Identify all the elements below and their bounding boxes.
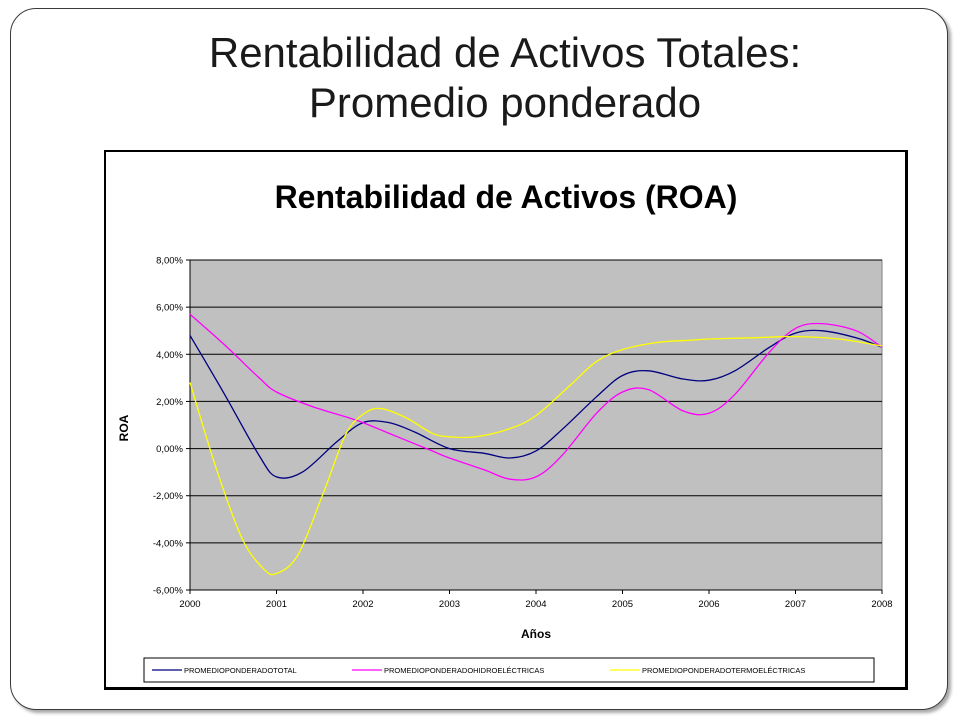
x-tick-label: 2004 xyxy=(525,599,546,610)
x-tick-label: 2002 xyxy=(352,599,373,610)
gridlines xyxy=(190,259,882,591)
y-tick-label: 6,00% xyxy=(156,303,183,314)
x-tick-label: 2008 xyxy=(871,599,892,610)
legend-box xyxy=(143,657,875,683)
legend-label-2: PROMEDIOPONDERADOHIDROELÉCTRICAS xyxy=(384,666,544,675)
y-tick-label: 0,00% xyxy=(156,444,183,455)
y-tick-label: 8,00% xyxy=(156,256,183,267)
x-tick-label: 2006 xyxy=(698,599,719,610)
series-line-3 xyxy=(189,335,883,576)
x-tick-label: 2007 xyxy=(785,599,806,610)
legend: PROMEDIOPONDERADOTOTAL PROMEDIOPONDERADOH… xyxy=(143,657,875,683)
legend-label-1: PROMEDIOPONDERADOTOTAL xyxy=(184,666,297,675)
axes: 8,00% 6,00% 4,00% 2,00% 0,00% -2,00% -4,00% -6,… xyxy=(153,256,893,611)
slide-title: Rentabilidad de Activos Totales: Promedi… xyxy=(0,28,960,128)
y-tick-label: -6,00% xyxy=(153,586,184,597)
y-tick-label: -4,00% xyxy=(153,538,184,549)
series-lines xyxy=(189,313,883,576)
chart-title: Rentabilidad de Activos (ROA) xyxy=(275,179,738,215)
y-tick-label: -2,00% xyxy=(153,491,184,502)
x-tick-label: 2000 xyxy=(179,599,200,610)
x-axis-label: Años xyxy=(521,627,551,641)
slide-title-line-1: Rentabilidad de Activos Totales: xyxy=(208,29,802,76)
chart-area: Rentabilidad de Activos (ROA) 8,00% 6,00%… xyxy=(104,150,908,690)
x-tick-label: 2001 xyxy=(266,599,287,610)
slide-title-line-2: Promedio ponderado xyxy=(308,79,702,126)
series-line-2 xyxy=(189,313,883,481)
y-axis-label: ROA xyxy=(117,414,131,441)
roa-line-chart: Rentabilidad de Activos (ROA) 8,00% 6,00%… xyxy=(117,179,893,683)
plot-area xyxy=(189,259,883,591)
legend-label-3: PROMEDIOPONDERADOTERMOELÉCTRICAS xyxy=(642,666,805,675)
series-line-1 xyxy=(189,329,883,479)
y-tick-label: 2,00% xyxy=(156,397,183,408)
x-tick-label: 2003 xyxy=(439,599,460,610)
y-tick-label: 4,00% xyxy=(156,350,183,361)
x-tick-label: 2005 xyxy=(612,599,633,610)
